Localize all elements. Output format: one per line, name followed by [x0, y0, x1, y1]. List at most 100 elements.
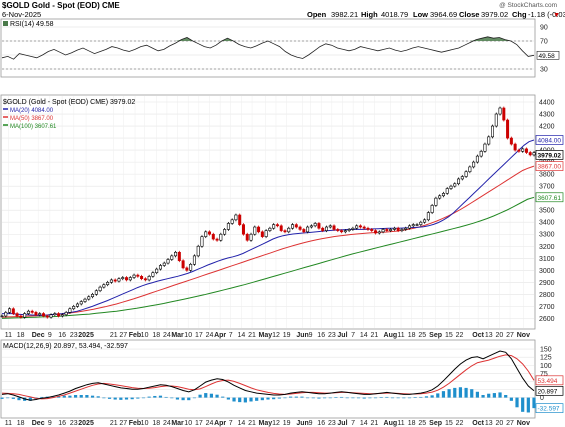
macd-hist-bar	[532, 397, 536, 409]
x-tick-label: Jul	[337, 332, 347, 339]
x-tick-label: 16	[317, 420, 325, 427]
x-tick-label: 21	[371, 332, 379, 339]
price-candle	[102, 284, 106, 288]
macd-hist-bar	[470, 389, 474, 398]
price-candle	[445, 188, 449, 194]
price-candle	[340, 230, 344, 233]
x-tick-label: May	[259, 420, 273, 427]
macd-tick-label: 150	[540, 347, 552, 354]
x-tick-label: 14	[360, 332, 368, 339]
ma20-legend: MA(20) 4084.00	[10, 108, 54, 114]
price-candle	[411, 224, 415, 227]
macd-hist-bar	[0, 397, 4, 399]
price-candle	[155, 268, 159, 274]
x-tick-label: 2025	[78, 420, 94, 427]
rsi-last-label: 49.58	[536, 50, 560, 60]
macd-tick-label: 100	[540, 363, 552, 370]
macd-hist-bar	[56, 396, 61, 398]
x-tick-label: 18	[408, 420, 416, 427]
price-candle	[45, 315, 49, 318]
close-price-label: 3979.02	[535, 150, 564, 160]
x-tick-label: 27	[506, 332, 514, 339]
x-tick-label: Mar	[171, 420, 184, 427]
macd-hist-bar	[79, 395, 83, 398]
x-tick-label: 9	[309, 332, 313, 339]
price-tick-label: 3400	[539, 220, 555, 227]
x-tick-label: 23	[328, 332, 336, 339]
macd-hist-bar	[407, 397, 412, 399]
macd-hist-bar	[458, 387, 463, 398]
x-tick-label: 27	[506, 420, 514, 427]
rsi-plot: 49.58	[1, 36, 560, 60]
price-candle	[106, 282, 110, 286]
macd-hist-bar	[334, 397, 338, 398]
macd-hist-bar	[390, 397, 395, 399]
price-candle	[332, 225, 336, 230]
x-tick-label: Oct	[472, 332, 484, 339]
x-tick-label: Jun	[296, 332, 308, 339]
x-tick-label: 10	[141, 332, 149, 339]
price-candle	[57, 313, 61, 317]
macd-hist-bar	[255, 397, 259, 401]
price-candle	[83, 298, 87, 302]
price-candle	[317, 223, 321, 229]
x-tick-label: Jun	[296, 420, 308, 427]
x-tick-label: 12	[272, 332, 280, 339]
macd-hist-bar	[158, 395, 163, 398]
price-candle	[215, 238, 219, 241]
price-candle	[4, 312, 8, 317]
high-label: High	[361, 10, 378, 19]
macd-hist-bar	[73, 395, 78, 398]
macd-macd-label-box	[535, 385, 564, 396]
price-tick-label: 3300	[539, 232, 555, 239]
price-candle	[211, 233, 215, 240]
macd-hist-bar	[260, 397, 264, 401]
x-tick-label: 21	[248, 420, 256, 427]
macd-hist-bar	[492, 393, 496, 398]
price-candle	[91, 294, 95, 298]
macd-hist-bar	[289, 396, 293, 398]
rsi-tick-label: 70	[540, 39, 548, 46]
x-tick-label: 11	[5, 332, 12, 339]
macd-tick-label: 75	[540, 371, 548, 378]
macd-hist-bar	[396, 397, 400, 399]
x-tick-label: 24	[206, 332, 214, 339]
macd-hist-bar	[430, 395, 434, 398]
rsi-legend: RSI(14) 49.58	[3, 21, 54, 28]
x-tick-label: 24	[163, 420, 171, 427]
price-candle	[128, 277, 132, 281]
x-tick-label: 23	[328, 420, 336, 427]
x-tick-label: Dec	[32, 420, 45, 427]
price-candle	[487, 136, 491, 145]
macd-hist-bar	[447, 389, 451, 398]
price-candle	[532, 152, 536, 156]
x-tick-label: 20	[496, 332, 504, 339]
price-candle	[94, 290, 98, 295]
macd-hist-bar	[317, 397, 321, 399]
macd-hist-bar	[266, 397, 270, 400]
macd-hist-bar	[153, 395, 157, 398]
price-candle	[204, 231, 208, 237]
macd-hist-bar	[11, 397, 15, 399]
price-candle	[113, 279, 117, 282]
price-tick-label: 3100	[539, 256, 555, 263]
price-candle	[162, 262, 166, 266]
price-candle	[385, 229, 389, 231]
macd-hist-bar	[311, 397, 315, 399]
rsi-legend-swatch	[3, 21, 8, 26]
macd-hist-bar	[413, 397, 417, 398]
price-candle	[196, 245, 200, 257]
price-tick-label: 2600	[539, 316, 555, 323]
price-candle	[264, 230, 268, 237]
macd-hist-bar	[96, 396, 100, 398]
macd-hist-bar	[175, 397, 180, 400]
macd-tick-label: 0	[540, 395, 544, 402]
price-grid: 4400430042004100400039003800370036003500…	[2, 96, 555, 328]
macd-hist-bar	[51, 396, 55, 398]
x-tick-label: 17	[195, 420, 203, 427]
price-candle	[158, 265, 162, 270]
macd-hist-bar	[136, 397, 140, 399]
price-candle	[291, 224, 295, 229]
price-candle	[23, 313, 27, 318]
x-tick-label: 10	[184, 332, 192, 339]
